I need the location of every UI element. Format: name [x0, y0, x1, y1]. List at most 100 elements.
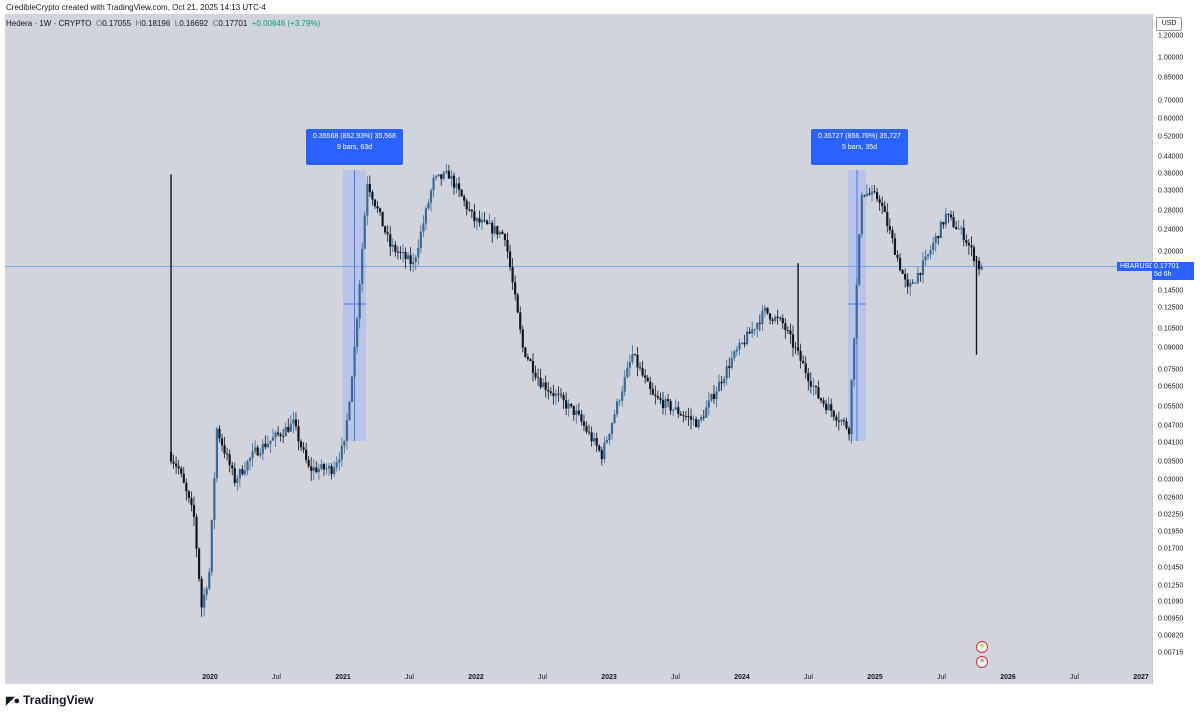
price-range-measure-box[interactable]: 0.35727 (856.76%) 35,727 5 bars, 35d	[811, 129, 908, 165]
candle-body	[554, 393, 558, 396]
candle-body	[909, 282, 912, 287]
candle-body	[957, 228, 960, 230]
price-tick-label: 0.07500	[1158, 366, 1184, 374]
price-tick-label: 0.14500	[1158, 287, 1184, 295]
candle-body	[791, 334, 795, 348]
candle-body	[962, 227, 965, 241]
candle-body	[661, 399, 665, 409]
candle-body	[297, 426, 300, 442]
month-tick-label: Jul	[272, 674, 281, 681]
candle-body	[417, 247, 420, 258]
candle-body	[753, 329, 756, 331]
candle-body	[498, 231, 501, 235]
event-markers[interactable]: ⚡ ≡	[976, 641, 988, 671]
candle-body	[745, 331, 749, 345]
candle-body	[666, 399, 670, 402]
candle-body	[391, 244, 394, 247]
candle-body	[256, 447, 259, 456]
measure-text-line2: 5 bars, 35d	[841, 144, 878, 151]
candle-body	[322, 464, 326, 470]
candle-body	[677, 407, 680, 414]
candle-body	[784, 323, 787, 331]
candlestick-chart[interactable]	[5, 14, 1152, 684]
candle-body	[187, 491, 190, 499]
candle-body	[682, 415, 685, 417]
candle-body	[883, 205, 886, 213]
price-tick-label: 0.10500	[1158, 325, 1184, 333]
candle-body	[549, 391, 552, 393]
candle-body	[881, 202, 884, 206]
candle-body	[190, 498, 193, 505]
candle-body	[305, 449, 308, 460]
candle-body	[702, 416, 705, 418]
candle-body	[470, 209, 473, 212]
price-tick-label: 1.00000	[1158, 54, 1184, 62]
candle-body	[585, 425, 588, 432]
candle-body	[626, 367, 629, 378]
candle-body	[381, 211, 384, 227]
candle-body	[508, 251, 512, 268]
candle-body	[312, 467, 315, 471]
currency-button[interactable]: USD	[1156, 17, 1182, 31]
candle-body	[412, 261, 415, 265]
candle-body	[169, 451, 173, 462]
candle-body	[177, 466, 180, 469]
candle-body	[422, 223, 425, 232]
candle-body	[679, 413, 682, 416]
last-price-value: 0.17701	[1154, 263, 1180, 270]
candle-body	[475, 218, 479, 222]
price-range-measure-box[interactable]: 0.35568 (852.93%) 35,568 9 bars, 63d	[306, 129, 403, 165]
brand-name: TradingView	[23, 693, 94, 707]
candle-body	[279, 434, 282, 437]
candle-body	[937, 235, 940, 239]
candle-body	[771, 319, 774, 321]
candle-body	[524, 347, 527, 357]
us-flag-event-icon[interactable]: ≡	[976, 656, 988, 668]
candle-body	[669, 401, 672, 411]
price-tick-label: 0.60000	[1158, 115, 1184, 123]
year-tick-label: 2027	[1133, 674, 1149, 681]
candle-body	[955, 227, 958, 229]
candle-body	[473, 211, 476, 222]
candle-body	[659, 397, 662, 400]
candle-body	[406, 255, 410, 259]
candle-body	[488, 222, 491, 224]
candle-body	[748, 331, 751, 334]
candle-body	[350, 376, 354, 402]
candle-body	[970, 245, 973, 248]
candle-body	[692, 419, 695, 420]
candle-body	[182, 473, 185, 483]
candle-body	[452, 175, 456, 188]
candle-body	[914, 282, 917, 284]
candle-body	[251, 451, 254, 458]
chart-plot-area[interactable]	[5, 14, 1152, 684]
candle-body	[779, 317, 782, 319]
candle-body	[493, 226, 496, 234]
candle-body	[807, 372, 810, 382]
candle-body	[463, 196, 466, 201]
candle-body	[613, 414, 616, 423]
candle-body	[610, 422, 614, 434]
price-tick-label: 0.38000	[1158, 170, 1184, 178]
candle-body	[205, 588, 208, 595]
candle-body	[340, 445, 343, 460]
candle-body	[763, 307, 767, 311]
change-value: +0.00646 (+3.79%)	[251, 19, 321, 28]
candle-body	[486, 220, 489, 224]
price-tick-label: 0.03500	[1158, 458, 1184, 466]
price-tick-label: 0.12500	[1158, 304, 1184, 312]
candle-body	[338, 459, 341, 463]
candle-body	[651, 389, 654, 395]
candle-body	[371, 192, 374, 200]
candle-body	[172, 461, 175, 464]
candle-body	[501, 231, 504, 234]
candle-body	[228, 454, 231, 466]
price-axis[interactable]	[1152, 14, 1196, 684]
candle-body	[904, 273, 907, 280]
candle-body	[562, 395, 565, 401]
candle-body	[725, 366, 728, 379]
lightning-event-icon[interactable]: ⚡	[976, 641, 988, 653]
candle-body	[233, 468, 236, 484]
candle-body	[636, 354, 639, 368]
candle-body	[557, 393, 560, 395]
